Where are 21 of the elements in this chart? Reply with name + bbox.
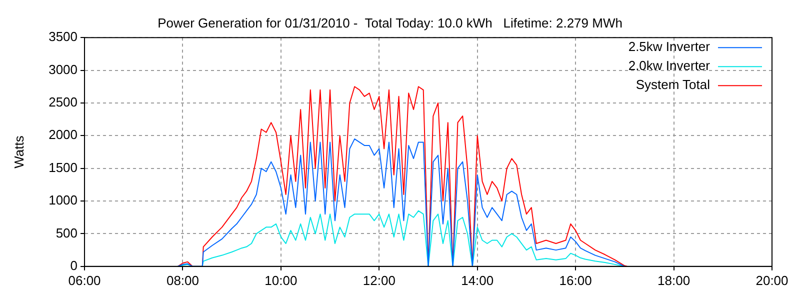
- x-tick-label: 08:00: [166, 272, 200, 288]
- x-tick-label: 12:00: [362, 272, 396, 288]
- chart-title: Power Generation for 01/31/2010 - Total Today: 10.0 kWh Lifetime: 2.279 MWh: [158, 15, 622, 30]
- y-tick-label: 3000: [48, 62, 78, 77]
- y-tick-label: 1500: [48, 160, 78, 175]
- x-tick-label: 18:00: [658, 272, 690, 288]
- y-tick-label: 1000: [48, 192, 78, 208]
- x-tick-label: 16:00: [559, 272, 592, 288]
- x-tick-label: 06:00: [68, 272, 101, 288]
- y-tick-label: 3500: [48, 29, 78, 44]
- legend-label: 2.5kw Inverter: [628, 39, 711, 54]
- x-tick-label: 14:00: [461, 272, 494, 288]
- y-tick-label: 2000: [48, 127, 78, 142]
- y-tick-label: 500: [56, 225, 78, 240]
- y-axis-title: Watts: [11, 135, 26, 168]
- x-tick-label: 20:00: [756, 272, 788, 288]
- legend-label: System Total: [636, 77, 710, 92]
- y-tick-label: 2500: [48, 94, 78, 110]
- legend-label: 2.0kw Inverter: [628, 58, 711, 74]
- y-tick-label: 0: [70, 258, 78, 273]
- x-tick-label: 10:00: [264, 272, 298, 288]
